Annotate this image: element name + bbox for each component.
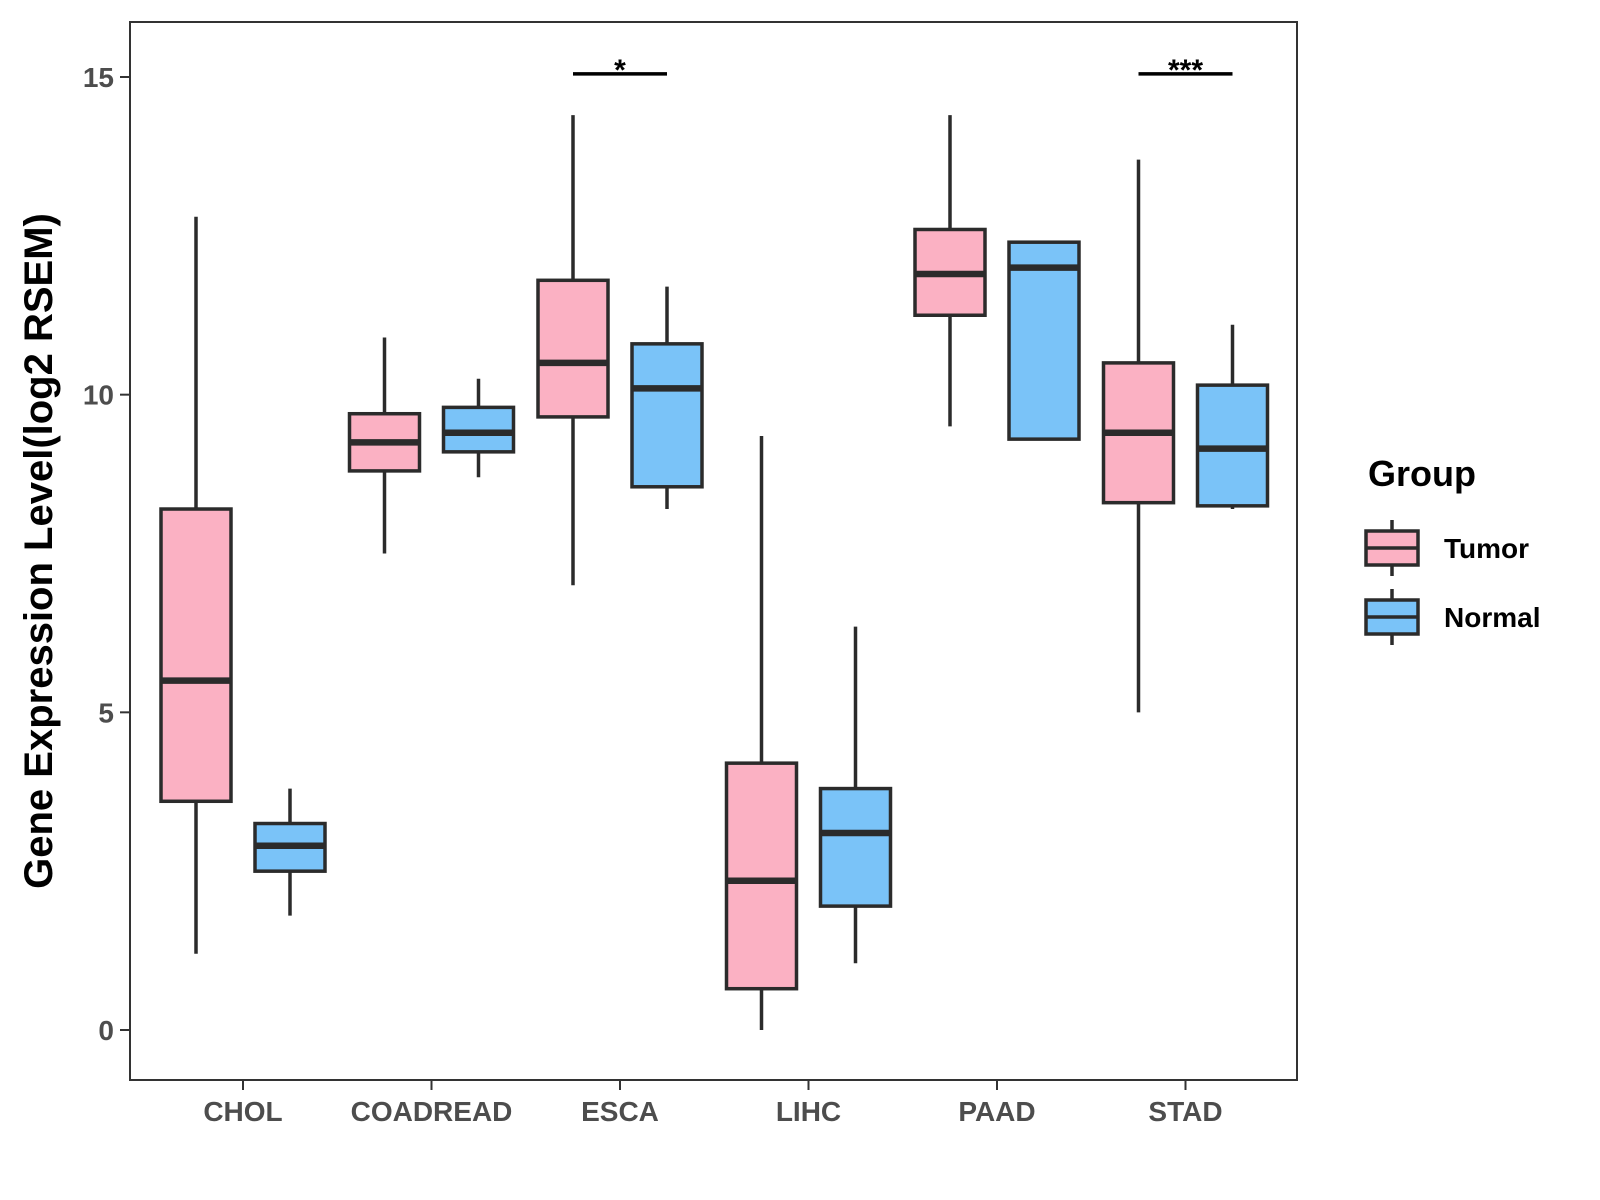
- box-body: [630, 342, 704, 489]
- box-body: [159, 507, 233, 804]
- box-normal-esca: [630, 286, 704, 510]
- legend-item-tumor: Tumor: [1364, 520, 1529, 576]
- panel-border: [129, 21, 1298, 1081]
- legend: Group Tumor Normal: [1364, 453, 1540, 645]
- box-normal-coadread: [441, 378, 516, 478]
- box-tumor-lihc: [724, 435, 799, 1030]
- x-tick-label: CHOL: [203, 1096, 282, 1127]
- box-tumor-esca: [536, 115, 610, 586]
- y-tick-label: 15: [83, 62, 114, 93]
- box-tumor-paad: [913, 115, 987, 427]
- significance-label: ***: [1168, 54, 1203, 87]
- box-normal-paad: [1007, 240, 1081, 441]
- box-body: [818, 786, 893, 908]
- box-normal-stad: [1195, 324, 1270, 510]
- x-tick-label: ESCA: [581, 1096, 659, 1127]
- box-tumor-chol: [159, 216, 233, 954]
- box-tumor-stad: [1101, 159, 1176, 713]
- plot-area: [129, 21, 1298, 1081]
- significance-annotations: * ***: [573, 54, 1233, 87]
- significance-label: *: [614, 54, 626, 87]
- y-axis: 0 5 10 15: [83, 62, 130, 1046]
- y-tick-label: 5: [98, 697, 114, 728]
- y-tick-label: 0: [98, 1015, 114, 1046]
- box-body: [724, 761, 799, 991]
- box-normal-chol: [253, 788, 327, 916]
- x-tick-label: COADREAD: [351, 1096, 513, 1127]
- legend-label: Normal: [1444, 602, 1540, 633]
- box-tumor-coadread: [347, 337, 422, 554]
- y-tick-label: 10: [83, 380, 114, 411]
- box-body: [536, 278, 610, 419]
- legend-item-normal: Normal: [1364, 589, 1540, 645]
- box-normal-lihc: [818, 626, 893, 964]
- y-axis-title: Gene Expression Level(log2 RSEM): [17, 213, 61, 889]
- x-tick-label: PAAD: [958, 1096, 1035, 1127]
- legend-label: Tumor: [1444, 533, 1529, 564]
- x-tick-label: STAD: [1148, 1096, 1222, 1127]
- box-body: [1007, 240, 1081, 441]
- x-axis: CHOL COADREAD ESCA LIHC PAAD STAD: [203, 1080, 1223, 1127]
- boxes: [159, 115, 1270, 1030]
- legend-title: Group: [1368, 453, 1476, 494]
- x-tick-label: LIHC: [776, 1096, 841, 1127]
